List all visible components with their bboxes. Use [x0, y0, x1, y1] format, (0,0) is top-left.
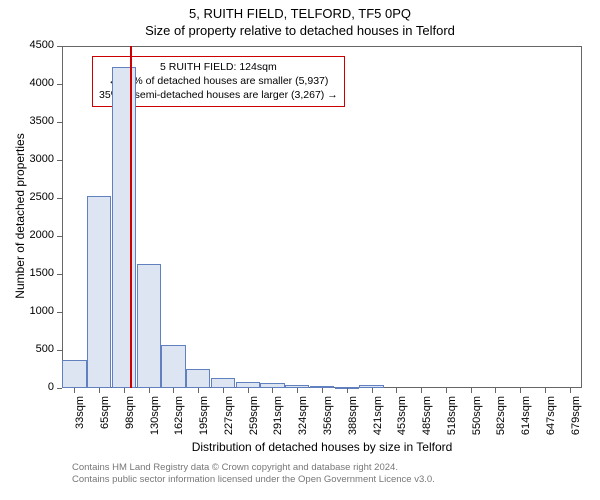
footer-attribution: Contains HM Land Registry data © Crown c…	[72, 462, 435, 487]
y-tick-mark	[57, 274, 62, 275]
histogram-bar	[112, 67, 136, 388]
x-tick-mark	[149, 388, 150, 393]
histogram-bar	[186, 369, 210, 388]
x-tick-label: 98sqm	[124, 396, 136, 436]
x-tick-mark	[421, 388, 422, 393]
footer-line2: Contains public sector information licen…	[72, 474, 435, 486]
x-tick-mark	[223, 388, 224, 393]
y-tick-mark	[57, 46, 62, 47]
y-tick-label: 500	[0, 343, 54, 355]
histogram-bar	[211, 378, 235, 388]
x-tick-label: 485sqm	[421, 396, 433, 436]
y-tick-mark	[57, 160, 62, 161]
y-tick-mark	[57, 198, 62, 199]
x-tick-mark	[396, 388, 397, 393]
x-tick-mark	[198, 388, 199, 393]
x-tick-label: 65sqm	[99, 396, 111, 436]
x-tick-mark	[495, 388, 496, 393]
y-tick-label: 1000	[0, 305, 54, 317]
x-tick-label: 33sqm	[74, 396, 86, 436]
x-tick-label: 259sqm	[248, 396, 260, 436]
x-tick-mark	[520, 388, 521, 393]
x-tick-mark	[272, 388, 273, 393]
x-tick-label: 227sqm	[223, 396, 235, 436]
y-tick-mark	[57, 122, 62, 123]
x-tick-label: 291sqm	[272, 396, 284, 436]
chart-container: 5, RUITH FIELD, TELFORD, TF5 0PQ Size of…	[0, 0, 600, 500]
property-marker-line	[130, 46, 132, 388]
y-tick-mark	[57, 312, 62, 313]
histogram-bar	[161, 345, 185, 388]
x-tick-mark	[74, 388, 75, 393]
x-tick-label: 388sqm	[347, 396, 359, 436]
x-tick-mark	[570, 388, 571, 393]
x-tick-label: 356sqm	[322, 396, 334, 436]
x-tick-label: 582sqm	[495, 396, 507, 436]
x-tick-label: 421sqm	[372, 396, 384, 436]
y-tick-mark	[57, 236, 62, 237]
x-tick-label: 614sqm	[520, 396, 532, 436]
x-tick-label: 518sqm	[446, 396, 458, 436]
x-tick-mark	[297, 388, 298, 393]
x-tick-label: 130sqm	[149, 396, 161, 436]
histogram-bar	[62, 360, 86, 388]
x-tick-mark	[471, 388, 472, 393]
x-tick-mark	[322, 388, 323, 393]
x-tick-mark	[545, 388, 546, 393]
x-tick-mark	[99, 388, 100, 393]
title-main: 5, RUITH FIELD, TELFORD, TF5 0PQ	[0, 0, 600, 21]
x-tick-label: 162sqm	[173, 396, 185, 436]
x-axis-label: Distribution of detached houses by size …	[62, 440, 582, 454]
x-tick-label: 453sqm	[396, 396, 408, 436]
title-sub: Size of property relative to detached ho…	[0, 21, 600, 38]
y-tick-mark	[57, 84, 62, 85]
x-tick-label: 324sqm	[297, 396, 309, 436]
x-tick-mark	[248, 388, 249, 393]
y-tick-mark	[57, 350, 62, 351]
footer-line1: Contains HM Land Registry data © Crown c…	[72, 462, 435, 474]
y-tick-label: 0	[0, 381, 54, 393]
x-tick-mark	[124, 388, 125, 393]
x-tick-label: 550sqm	[471, 396, 483, 436]
y-tick-label: 2000	[0, 229, 54, 241]
histogram-bar	[137, 264, 161, 388]
x-tick-label: 195sqm	[198, 396, 210, 436]
x-tick-label: 679sqm	[570, 396, 582, 436]
x-tick-label: 647sqm	[545, 396, 557, 436]
x-tick-mark	[372, 388, 373, 393]
y-tick-label: 2500	[0, 191, 54, 203]
x-tick-mark	[446, 388, 447, 393]
y-tick-mark	[57, 388, 62, 389]
y-tick-label: 4000	[0, 77, 54, 89]
y-tick-label: 1500	[0, 267, 54, 279]
x-tick-mark	[173, 388, 174, 393]
y-tick-label: 3500	[0, 115, 54, 127]
x-tick-mark	[347, 388, 348, 393]
y-tick-label: 3000	[0, 153, 54, 165]
histogram-bar	[87, 196, 111, 388]
y-tick-label: 4500	[0, 39, 54, 51]
